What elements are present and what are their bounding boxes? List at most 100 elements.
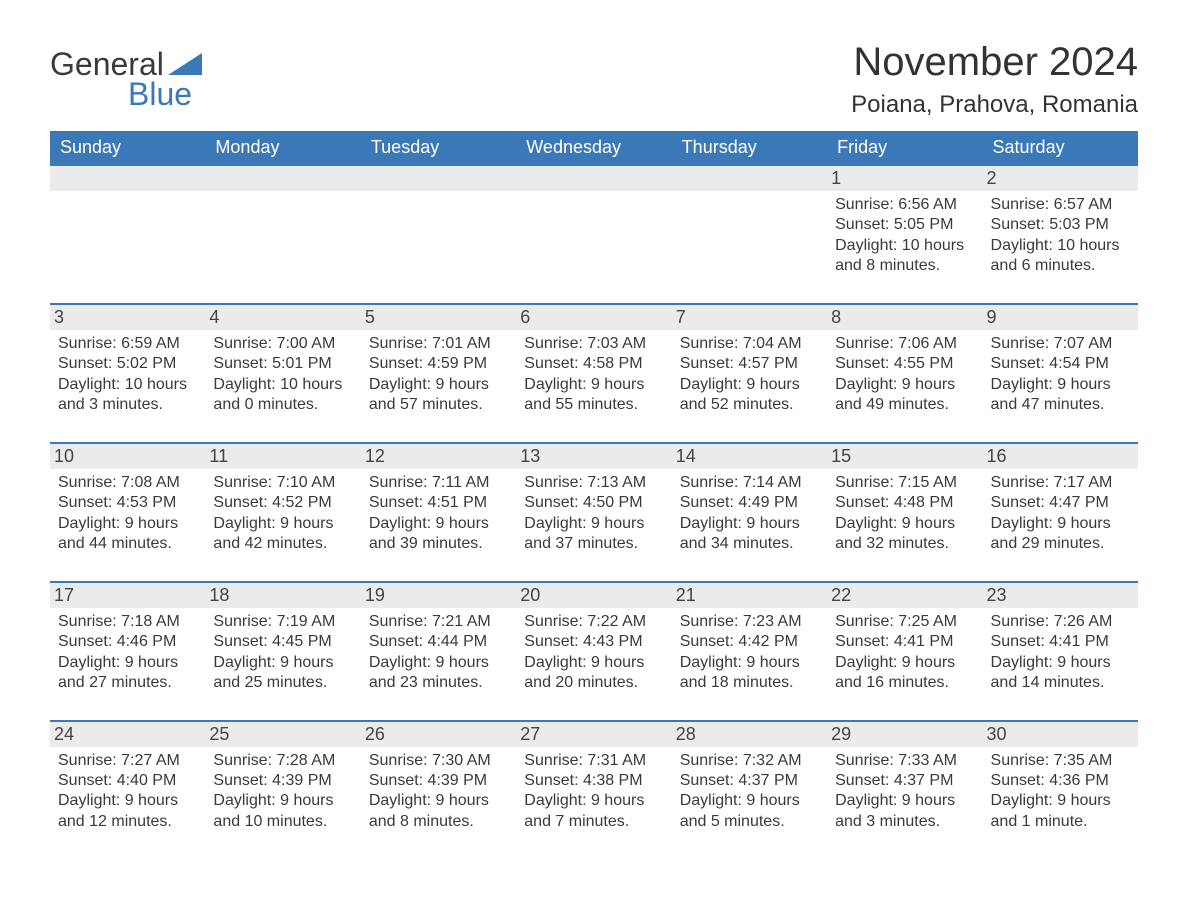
sunrise-line: Sunrise: 7:11 AM [369, 473, 508, 493]
daylight-line: Daylight: 9 hours and 42 minutes. [213, 514, 352, 555]
day-cell [516, 164, 671, 303]
day-cell: 2Sunrise: 6:57 AMSunset: 5:03 PMDaylight… [983, 164, 1138, 303]
day-number-band: 24 [50, 720, 205, 747]
day-body: Sunrise: 7:01 AMSunset: 4:59 PMDaylight:… [369, 334, 508, 416]
sunrise-line: Sunrise: 7:28 AM [213, 751, 352, 771]
sunrise-line: Sunrise: 7:06 AM [835, 334, 974, 354]
daylight-line: Daylight: 9 hours and 55 minutes. [524, 375, 663, 416]
day-number-band: 17 [50, 581, 205, 608]
sunrise-line: Sunrise: 7:14 AM [680, 473, 819, 493]
sunset-line: Sunset: 4:37 PM [680, 771, 819, 791]
day-cell: 9Sunrise: 7:07 AMSunset: 4:54 PMDaylight… [983, 303, 1138, 442]
day-cell: 7 Sunrise: 7:04 AMSunset: 4:57 PMDaylight… [672, 303, 827, 442]
daylight-line: Daylight: 9 hours and 5 minutes. [680, 791, 819, 832]
day-number-band: 22 [827, 581, 982, 608]
day-cell: 1Sunrise: 6:56 AMSunset: 5:05 PMDaylight… [827, 164, 982, 303]
day-number-band [516, 164, 671, 191]
day-cell [50, 164, 205, 303]
daylight-line: Daylight: 9 hours and 52 minutes. [680, 375, 819, 416]
logo-text-blue: Blue [50, 80, 202, 109]
day-cell [205, 164, 360, 303]
sunset-line: Sunset: 4:42 PM [680, 632, 819, 652]
calendar-body: 1Sunrise: 6:56 AMSunset: 5:05 PMDaylight… [50, 164, 1138, 858]
day-cell: 21Sunrise: 7:23 AMSunset: 4:42 PMDayligh… [672, 581, 827, 720]
sunrise-line: Sunrise: 7:23 AM [680, 612, 819, 632]
day-cell: 3Sunrise: 6:59 AMSunset: 5:02 PMDaylight… [50, 303, 205, 442]
day-cell: 8Sunrise: 7:06 AMSunset: 4:55 PMDaylight… [827, 303, 982, 442]
day-cell: 17 Sunrise: 7:18 AMSunset: 4:46 PMDayligh… [50, 581, 205, 720]
day-number-band: 6 [516, 303, 671, 330]
day-number-band: 7 [672, 303, 827, 330]
weekday-header: Monday [205, 131, 360, 164]
sunset-line: Sunset: 4:45 PM [213, 632, 352, 652]
day-number-band: 19 [361, 581, 516, 608]
sunrise-line: Sunrise: 7:26 AM [991, 612, 1130, 632]
day-cell: 28Sunrise: 7:32 AMSunset: 4:37 PMDayligh… [672, 720, 827, 859]
day-cell: 5Sunrise: 7:01 AMSunset: 4:59 PMDaylight… [361, 303, 516, 442]
sunset-line: Sunset: 4:41 PM [991, 632, 1130, 652]
day-number-band: 10 [50, 442, 205, 469]
sunrise-line: Sunrise: 7:17 AM [991, 473, 1130, 493]
day-number-band: 29 [827, 720, 982, 747]
sunrise-line: Sunrise: 7:04 AM [680, 334, 819, 354]
day-body: Sunrise: 7:18 AMSunset: 4:46 PMDaylight:… [58, 612, 197, 694]
sunset-line: Sunset: 4:49 PM [680, 493, 819, 513]
day-number-band [361, 164, 516, 191]
day-cell: 6Sunrise: 7:03 AMSunset: 4:58 PMDaylight… [516, 303, 671, 442]
day-cell: 30Sunrise: 7:35 AMSunset: 4:36 PMDayligh… [983, 720, 1138, 859]
sunrise-line: Sunrise: 7:15 AM [835, 473, 974, 493]
sunset-line: Sunset: 4:51 PM [369, 493, 508, 513]
sunset-line: Sunset: 4:41 PM [835, 632, 974, 652]
day-body: Sunrise: 7:11 AMSunset: 4:51 PMDaylight:… [369, 473, 508, 555]
day-cell: 22 Sunrise: 7:25 AMSunset: 4:41 PMDayligh… [827, 581, 982, 720]
day-body: Sunrise: 7:25 AMSunset: 4:41 PMDaylight:… [835, 612, 974, 694]
day-cell: 16Sunrise: 7:17 AMSunset: 4:47 PMDayligh… [983, 442, 1138, 581]
sunrise-line: Sunrise: 6:56 AM [835, 195, 974, 215]
daylight-line: Daylight: 9 hours and 44 minutes. [58, 514, 197, 555]
title-block: November 2024 Poiana, Prahova, Romania [851, 40, 1138, 119]
day-body: Sunrise: 7:10 AMSunset: 4:52 PMDaylight:… [213, 473, 352, 555]
daylight-line: Daylight: 10 hours and 6 minutes. [991, 236, 1130, 277]
day-number-band: 12 [361, 442, 516, 469]
week-row: 10Sunrise: 7:08 AMSunset: 4:53 PMDayligh… [50, 442, 1138, 581]
day-cell: 25Sunrise: 7:28 AMSunset: 4:39 PMDayligh… [205, 720, 360, 859]
location-subtitle: Poiana, Prahova, Romania [851, 91, 1138, 119]
sunrise-line: Sunrise: 7:30 AM [369, 751, 508, 771]
sunrise-line: Sunrise: 6:59 AM [58, 334, 197, 354]
sunrise-line: Sunrise: 7:18 AM [58, 612, 197, 632]
day-body: Sunrise: 7:23 AMSunset: 4:42 PMDaylight:… [680, 612, 819, 694]
sunset-line: Sunset: 5:05 PM [835, 215, 974, 235]
day-body: Sunrise: 7:19 AMSunset: 4:45 PMDaylight:… [213, 612, 352, 694]
sunset-line: Sunset: 4:38 PM [524, 771, 663, 791]
daylight-line: Daylight: 9 hours and 27 minutes. [58, 653, 197, 694]
week-row: 3Sunrise: 6:59 AMSunset: 5:02 PMDaylight… [50, 303, 1138, 442]
day-body: Sunrise: 7:17 AMSunset: 4:47 PMDaylight:… [991, 473, 1130, 555]
sunrise-line: Sunrise: 7:10 AM [213, 473, 352, 493]
sunset-line: Sunset: 4:40 PM [58, 771, 197, 791]
sunrise-line: Sunrise: 7:19 AM [213, 612, 352, 632]
day-cell: 10Sunrise: 7:08 AMSunset: 4:53 PMDayligh… [50, 442, 205, 581]
day-number-band: 23 [983, 581, 1138, 608]
sunrise-line: Sunrise: 7:25 AM [835, 612, 974, 632]
day-body: Sunrise: 7:04 AMSunset: 4:57 PMDaylight:… [680, 334, 819, 416]
sunset-line: Sunset: 4:39 PM [369, 771, 508, 791]
weekday-header: Tuesday [361, 131, 516, 164]
day-cell: 24Sunrise: 7:27 AMSunset: 4:40 PMDayligh… [50, 720, 205, 859]
day-body: Sunrise: 7:00 AMSunset: 5:01 PMDaylight:… [213, 334, 352, 416]
day-cell: 11Sunrise: 7:10 AMSunset: 4:52 PMDayligh… [205, 442, 360, 581]
day-number-band: 9 [983, 303, 1138, 330]
day-number-band: 25 [205, 720, 360, 747]
sunrise-line: Sunrise: 7:35 AM [991, 751, 1130, 771]
week-row: 1Sunrise: 6:56 AMSunset: 5:05 PMDaylight… [50, 164, 1138, 303]
day-number-band: 28 [672, 720, 827, 747]
day-body: Sunrise: 7:26 AMSunset: 4:41 PMDaylight:… [991, 612, 1130, 694]
sunrise-line: Sunrise: 6:57 AM [991, 195, 1130, 215]
daylight-line: Daylight: 9 hours and 20 minutes. [524, 653, 663, 694]
daylight-line: Daylight: 9 hours and 23 minutes. [369, 653, 508, 694]
header-row: General Blue November 2024 Poiana, Praho… [50, 40, 1138, 119]
sunset-line: Sunset: 5:02 PM [58, 354, 197, 374]
day-number-band: 15 [827, 442, 982, 469]
day-body: Sunrise: 7:35 AMSunset: 4:36 PMDaylight:… [991, 751, 1130, 833]
sunrise-line: Sunrise: 7:03 AM [524, 334, 663, 354]
sunset-line: Sunset: 5:03 PM [991, 215, 1130, 235]
